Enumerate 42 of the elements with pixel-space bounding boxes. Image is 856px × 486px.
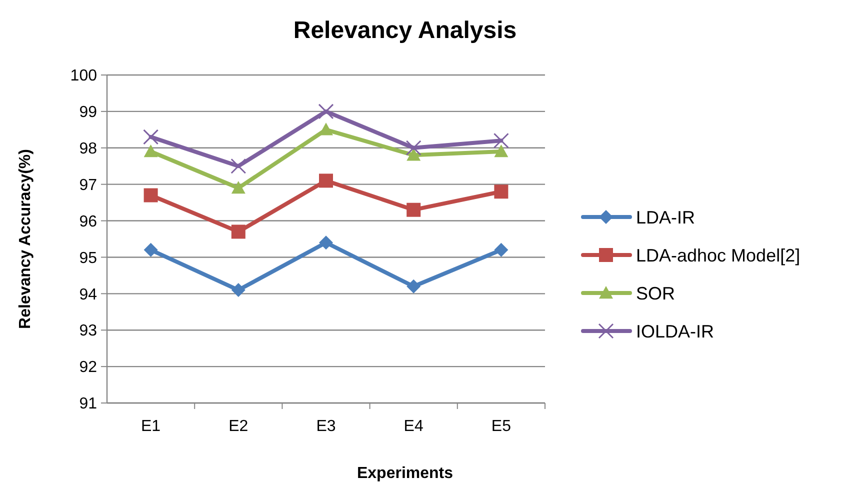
point bbox=[144, 188, 158, 202]
y-tick-label: 92 bbox=[79, 359, 98, 376]
point bbox=[319, 174, 333, 188]
x-tick-label: E4 bbox=[404, 418, 424, 435]
y-tick-label: 93 bbox=[79, 322, 98, 340]
point bbox=[231, 180, 246, 194]
point bbox=[406, 279, 421, 294]
y-tick-label: 96 bbox=[79, 213, 98, 230]
point bbox=[319, 122, 333, 136]
y-tick-label: 97 bbox=[79, 176, 98, 194]
y-tick-label: 95 bbox=[79, 250, 98, 267]
y-tick-label: 94 bbox=[79, 286, 98, 304]
legend-label: IOLDA-IR bbox=[636, 321, 714, 342]
point bbox=[144, 242, 158, 257]
x-tick-label: E1 bbox=[141, 418, 161, 435]
x-tick-label: E2 bbox=[228, 418, 248, 435]
legend-label: SOR bbox=[636, 283, 676, 304]
chart-title: Relevancy Analysis bbox=[293, 17, 517, 44]
x-tick-label: E3 bbox=[316, 418, 336, 435]
point bbox=[494, 184, 508, 199]
point bbox=[406, 148, 421, 161]
y-axis-title: Relevancy Accuracy(%) bbox=[17, 149, 34, 329]
x-tick-label: E5 bbox=[491, 418, 512, 435]
point bbox=[494, 242, 508, 257]
y-tick-label: 98 bbox=[79, 140, 98, 158]
point bbox=[231, 283, 246, 298]
point bbox=[144, 144, 158, 158]
y-tick-label: 99 bbox=[79, 104, 98, 122]
x-axis-title: Experiments bbox=[356, 465, 454, 482]
point bbox=[406, 140, 422, 156]
point bbox=[493, 132, 509, 148]
y-tick-label: 91 bbox=[79, 396, 98, 413]
point bbox=[143, 129, 159, 145]
point bbox=[230, 158, 246, 174]
point bbox=[318, 104, 334, 120]
point bbox=[319, 236, 333, 250]
y-tick-label: 100 bbox=[70, 68, 98, 85]
point bbox=[494, 144, 508, 158]
legend-label: LDA-IR bbox=[636, 207, 696, 228]
point bbox=[231, 224, 246, 239]
point bbox=[406, 202, 421, 217]
legend-label: LDA-adhoc Model[2] bbox=[636, 245, 800, 266]
